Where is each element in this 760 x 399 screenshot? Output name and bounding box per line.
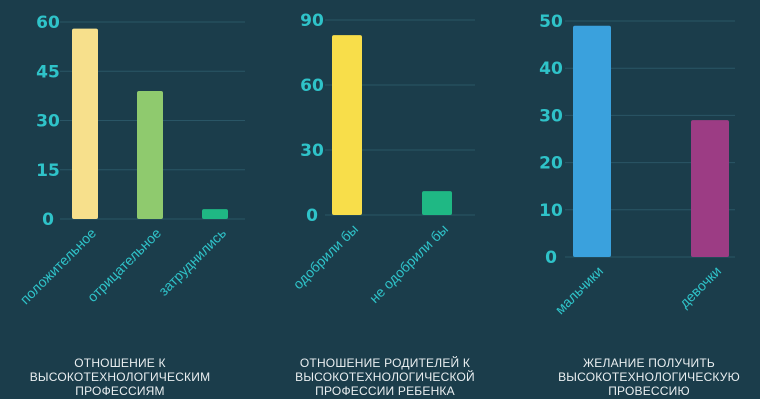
chart-1-y-tick-label: 15 — [36, 161, 60, 181]
chart-3-caption-line-3: ПРОВЕССИЮ — [608, 384, 690, 398]
chart-3-bar-2 — [691, 120, 729, 258]
chart-2-caption: ОТНОШЕНИЕ РОДИТЕЛЕЙ К ВЫСОКОТЕХНОЛОГИЧЕС… — [270, 356, 500, 398]
chart-2-y-tick-label: 60 — [300, 76, 324, 96]
chart-2-bar-2 — [422, 191, 452, 215]
chart-1-caption-line-1: ОТНОШЕНИЕ К — [74, 356, 166, 370]
chart-1-category-label: затруднились — [155, 225, 229, 299]
chart-1-caption: ОТНОШЕНИЕ К ВЫСОКОТЕХНОЛОГИЧЕСКИМ ПРОФЕС… — [10, 356, 230, 398]
chart-3-y-tick-label: 10 — [539, 201, 563, 221]
chart-3-caption: ЖЕЛАНИЕ ПОЛУЧИТЬ ВЫСОКОТЕХНОЛОГИЧЕСКУЮ П… — [540, 356, 758, 398]
chart-1-bar-2 — [137, 90, 163, 219]
chart-2-y-tick-label: 30 — [300, 141, 324, 161]
chart-1-y-tick-label: 30 — [36, 112, 60, 132]
chart-3: 0 10 20 30 40 50 мальчики девочки — [539, 12, 735, 317]
chart-2-y-tick-label: 0 — [306, 206, 318, 226]
chart-3-y-tick-label: 20 — [539, 154, 563, 174]
chart-3-bar-1 — [573, 25, 611, 257]
chart-2-caption-line-2: ВЫСОКОТЕХНОЛОГИЧЕСКОЙ — [295, 370, 475, 384]
chart-3-category-label: девочки — [676, 263, 724, 311]
chart-3-y-tick-label: 50 — [539, 12, 563, 32]
chart-1-y-tick-label: 45 — [36, 62, 60, 82]
chart-3-y-tick-label: 30 — [539, 106, 563, 126]
chart-1-y-tick-label: 60 — [36, 13, 60, 33]
chart-3-category-label: мальчики — [552, 263, 606, 317]
chart-2-bar-1 — [332, 35, 362, 215]
chart-1-caption-line-2: ВЫСОКОТЕХНОЛОГИЧЕСКИМ — [29, 370, 211, 384]
chart-3-caption-line-1: ЖЕЛАНИЕ ПОЛУЧИТЬ — [583, 356, 715, 370]
chart-2: 0 30 60 90 одобрили бы не одобрили бы — [290, 11, 475, 306]
chart-1-bar-1 — [72, 28, 98, 219]
chart-1-caption-line-3: ПРОФЕССИЯМ — [75, 384, 165, 398]
chart-1-y-tick-label: 0 — [42, 210, 54, 230]
chart-1-bar-3 — [202, 209, 228, 219]
chart-3-y-tick-label: 0 — [545, 248, 557, 268]
chart-2-y-tick-label: 90 — [300, 11, 324, 31]
chart-2-category-label: не одобрили бы — [366, 221, 451, 306]
chart-1: 015304560положительноеотрицательноезатру… — [17, 13, 245, 307]
chart-3-y-tick-label: 40 — [539, 59, 563, 79]
chart-2-caption-line-3: ПРОФЕССИИ РЕБЕНКА — [315, 384, 455, 398]
chart-2-category-label: одобрили бы — [290, 221, 361, 292]
chart-2-caption-line-1: ОТНОШЕНИЕ РОДИТЕЛЕЙ К — [299, 356, 471, 370]
chart-3-caption-line-2: ВЫСОКОТЕХНОЛОГИЧЕСКУЮ — [558, 370, 740, 384]
